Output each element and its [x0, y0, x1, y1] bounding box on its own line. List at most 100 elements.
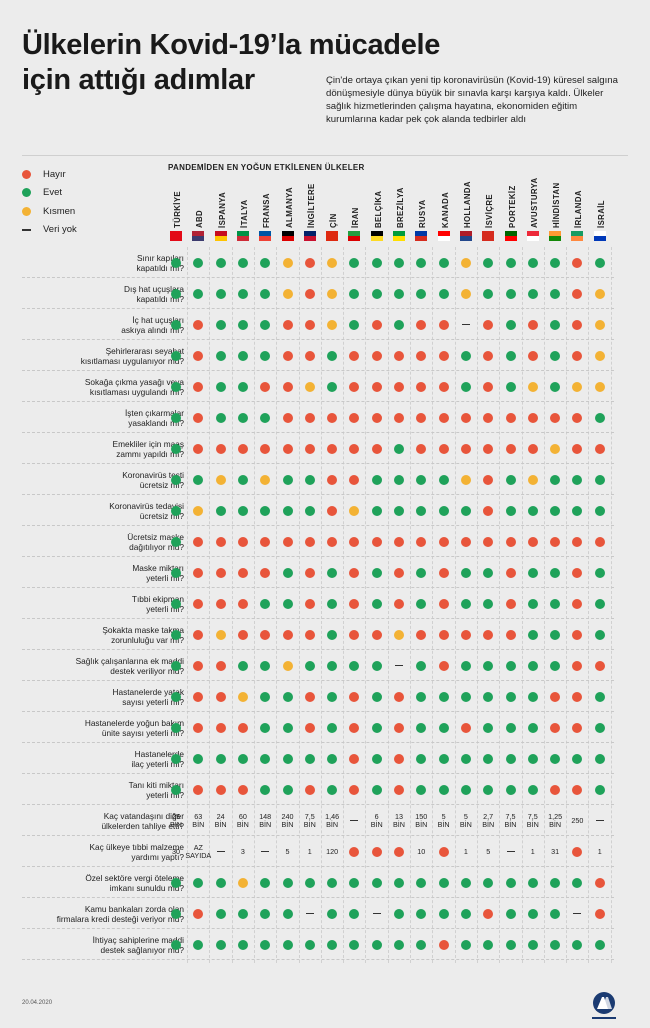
no-dot-icon [416, 444, 426, 454]
no-dot-icon [416, 382, 426, 392]
answer-cell [477, 898, 499, 929]
answer-cell [343, 619, 365, 650]
legend-item-partial: Kısmen [22, 202, 77, 221]
country-name: İRLANDA [574, 190, 583, 228]
no-dot-icon [193, 413, 203, 423]
flag-icon [415, 231, 427, 241]
partial-dot-icon [349, 506, 359, 516]
yes-dot-icon [171, 909, 181, 919]
answer-cell [343, 495, 365, 526]
answer-cell [566, 557, 588, 588]
no-dot-icon [528, 444, 538, 454]
no-dot-icon [349, 599, 359, 609]
answer-cell [299, 526, 321, 557]
answer-cell [566, 278, 588, 309]
flag-icon [393, 231, 405, 241]
no-dot-icon [528, 320, 538, 330]
no-dot-icon [193, 444, 203, 454]
yes-dot-icon [416, 661, 426, 671]
answer-cell [165, 681, 187, 712]
yes-dot-icon [305, 878, 315, 888]
answer-cell [566, 743, 588, 774]
answer-cell [566, 402, 588, 433]
answer-cell [477, 681, 499, 712]
answer-cell [187, 681, 209, 712]
answer-cell [366, 495, 388, 526]
partial-dot-icon [327, 289, 337, 299]
no-dot-icon [572, 599, 582, 609]
no-data-dash-icon [306, 913, 314, 914]
answer-cell [522, 774, 544, 805]
yes-dot-icon [283, 475, 293, 485]
answer-cell [589, 867, 611, 898]
yes-dot-icon [394, 320, 404, 330]
answer-cell [165, 774, 187, 805]
answer-cell [321, 712, 343, 743]
answer-cell: 5 [477, 836, 499, 867]
yes-dot-icon [238, 320, 248, 330]
answer-cell [388, 619, 410, 650]
answer-cell [589, 805, 611, 836]
answer-cell [366, 836, 388, 867]
no-dot-icon [550, 723, 560, 733]
yes-dot-icon [283, 506, 293, 516]
answer-cell [500, 619, 522, 650]
answer-cell [366, 867, 388, 898]
no-data-dash-icon [373, 913, 381, 914]
answer-cell [388, 588, 410, 619]
country-name: İRAN [351, 207, 360, 228]
answer-cell [477, 619, 499, 650]
answer-value: 5 [286, 848, 290, 856]
answer-cell [522, 619, 544, 650]
answer-cell [433, 309, 455, 340]
yes-dot-icon [238, 382, 248, 392]
answer-cell [477, 712, 499, 743]
yes-dot-icon [372, 258, 382, 268]
no-dot-icon [461, 413, 471, 423]
yes-dot-icon [595, 692, 605, 702]
yes-dot-icon [528, 692, 538, 702]
question-label: Koronavirüs testi ücretsiz mi? [34, 464, 184, 495]
no-dot-icon [572, 661, 582, 671]
answer-cell [232, 898, 254, 929]
answer-cell [566, 371, 588, 402]
no-dot-icon [193, 630, 203, 640]
answer-cell [433, 712, 455, 743]
answer-cell [522, 712, 544, 743]
question-label: Hastanelerde yoğun bakım ünite sayısı ye… [34, 712, 184, 743]
yes-dot-icon [171, 506, 181, 516]
question-label: İhtiyaç sahiplerine maddi destek sağlanı… [34, 929, 184, 960]
answer-cell [254, 402, 276, 433]
answer-cell [477, 247, 499, 278]
yes-dot-icon [572, 754, 582, 764]
no-dot-icon [416, 630, 426, 640]
answer-cell [410, 867, 432, 898]
answer-cell [321, 278, 343, 309]
answer-cell [277, 278, 299, 309]
no-dot-icon [461, 444, 471, 454]
answer-cell [187, 774, 209, 805]
answer-cell [522, 402, 544, 433]
answer-cell [277, 619, 299, 650]
country-name: İSRAİL [597, 200, 606, 228]
answer-cell [321, 464, 343, 495]
answer-cell [187, 588, 209, 619]
yes-dot-icon [483, 599, 493, 609]
no-dot-icon [193, 785, 203, 795]
answer-cell [500, 743, 522, 774]
no-dot-icon [260, 630, 270, 640]
answer-cell [544, 774, 566, 805]
yes-dot-icon [372, 692, 382, 702]
answer-cell [232, 619, 254, 650]
no-dot-icon [283, 382, 293, 392]
answer-cell [299, 340, 321, 371]
country-name: İNGİLTERE [307, 183, 316, 228]
answer-cell [388, 681, 410, 712]
no-dot-icon [260, 537, 270, 547]
partial-dot-icon [216, 475, 226, 485]
yes-dot-icon [439, 258, 449, 268]
question-label: Tıbbi ekipman yeterli mi? [34, 588, 184, 619]
answer-cell [522, 309, 544, 340]
answer-cell [477, 402, 499, 433]
no-dot-icon [193, 909, 203, 919]
